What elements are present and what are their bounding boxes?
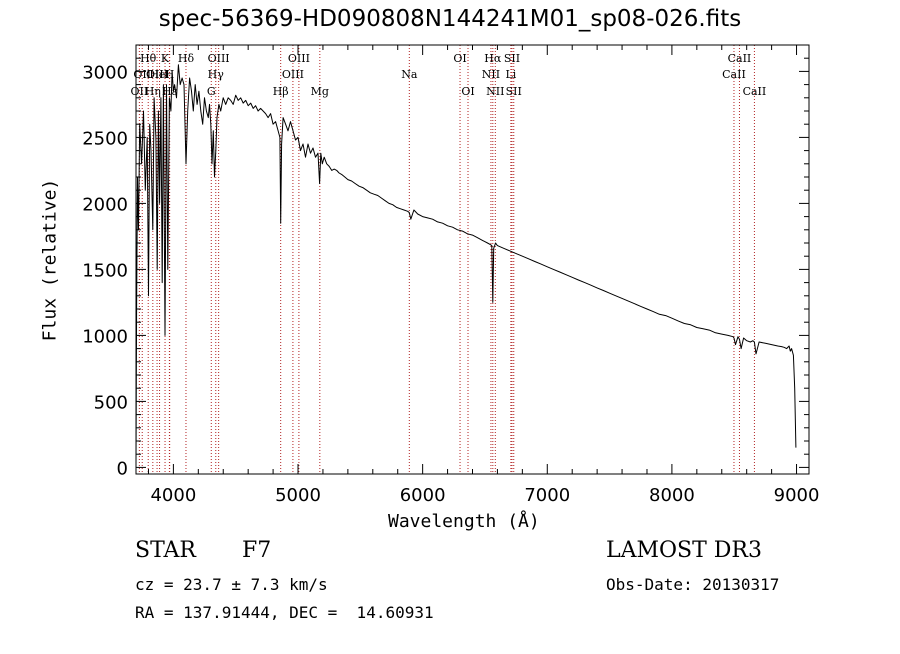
line-label-18: OI [453, 52, 466, 65]
line-label-12: OIII [208, 52, 230, 65]
line-labels-layer: OIIOIIHθHηOIIIHeIKHHεHδGHγOIIIHβOIIIOIII… [131, 52, 767, 98]
coords-text: RA = 137.91444, DEC = 14.60931 [135, 603, 434, 622]
x-axis-label: Wavelength (Å) [388, 511, 540, 532]
line-label-28: CaII [743, 85, 767, 98]
spectrum-layer [135, 64, 797, 464]
object-subclass: F7 [242, 538, 272, 563]
y-tick-label-3: 1500 [82, 260, 128, 281]
spectrum-line [135, 64, 797, 464]
object-class: STAR [135, 538, 196, 563]
line-label-11: Hγ [208, 68, 225, 81]
line-label-14: OIII [282, 68, 304, 81]
line-label-5: HeI [149, 68, 169, 81]
line-label-24: SII [504, 52, 520, 65]
line-label-2: Hθ [140, 52, 157, 65]
chart-title: spec-56369-HD090808N144241M01_sp08-026.f… [158, 6, 742, 32]
line-label-3: Hη [145, 85, 161, 98]
y-tick-label-1: 500 [94, 392, 128, 413]
y-tick-label-2: 1000 [82, 326, 128, 347]
line-markers-layer [138, 45, 755, 474]
line-label-25: SII [506, 85, 522, 98]
obs-date: Obs-Date: 20130317 [606, 575, 780, 594]
redshift-text: cz = 23.7 ± 7.3 km/s [135, 575, 328, 594]
line-label-13: Hβ [273, 85, 289, 98]
line-label-17: Na [401, 68, 418, 81]
line-label-1: OII [133, 68, 151, 81]
y-tick-label-5: 2500 [82, 128, 128, 149]
x-tick-label-4: 8000 [649, 485, 695, 506]
survey-name: LAMOST DR3 [606, 538, 762, 563]
plot-frame [135, 44, 810, 475]
y-tick-label-6: 3000 [82, 62, 128, 83]
x-tick-label-3: 7000 [524, 485, 570, 506]
y-axis-label: Flux (relative) [39, 178, 61, 342]
y-tick-label-4: 2000 [82, 194, 128, 215]
x-tick-label-5: 9000 [774, 485, 820, 506]
y-tick-label-0: 0 [117, 458, 128, 479]
x-tick-label-2: 6000 [400, 485, 446, 506]
line-label-27: CaII [728, 52, 752, 65]
line-label-15: OIII [288, 52, 310, 65]
line-label-19: OI [461, 85, 474, 98]
axes-layer: 4000 5000 6000 7000 8000 9000 0 500 1000 1500 2000… [82, 44, 820, 506]
line-label-10: G [207, 85, 216, 98]
line-label-4: OIII [146, 68, 168, 81]
x-tick-label-1: 5000 [275, 485, 321, 506]
line-label-26: CaII [722, 68, 746, 81]
line-label-0: OII [131, 85, 149, 98]
line-label-7: H [165, 68, 175, 81]
line-label-6: K [161, 52, 170, 65]
line-label-8: Hε [162, 85, 178, 98]
line-label-20: NII [482, 68, 500, 81]
line-label-16: Mg [311, 85, 329, 98]
line-label-21: Hα [484, 52, 502, 65]
line-label-9: Hδ [178, 52, 195, 65]
line-label-22: NII [486, 85, 504, 98]
x-tick-label-0: 4000 [150, 485, 196, 506]
line-label-23: Li [505, 68, 516, 81]
